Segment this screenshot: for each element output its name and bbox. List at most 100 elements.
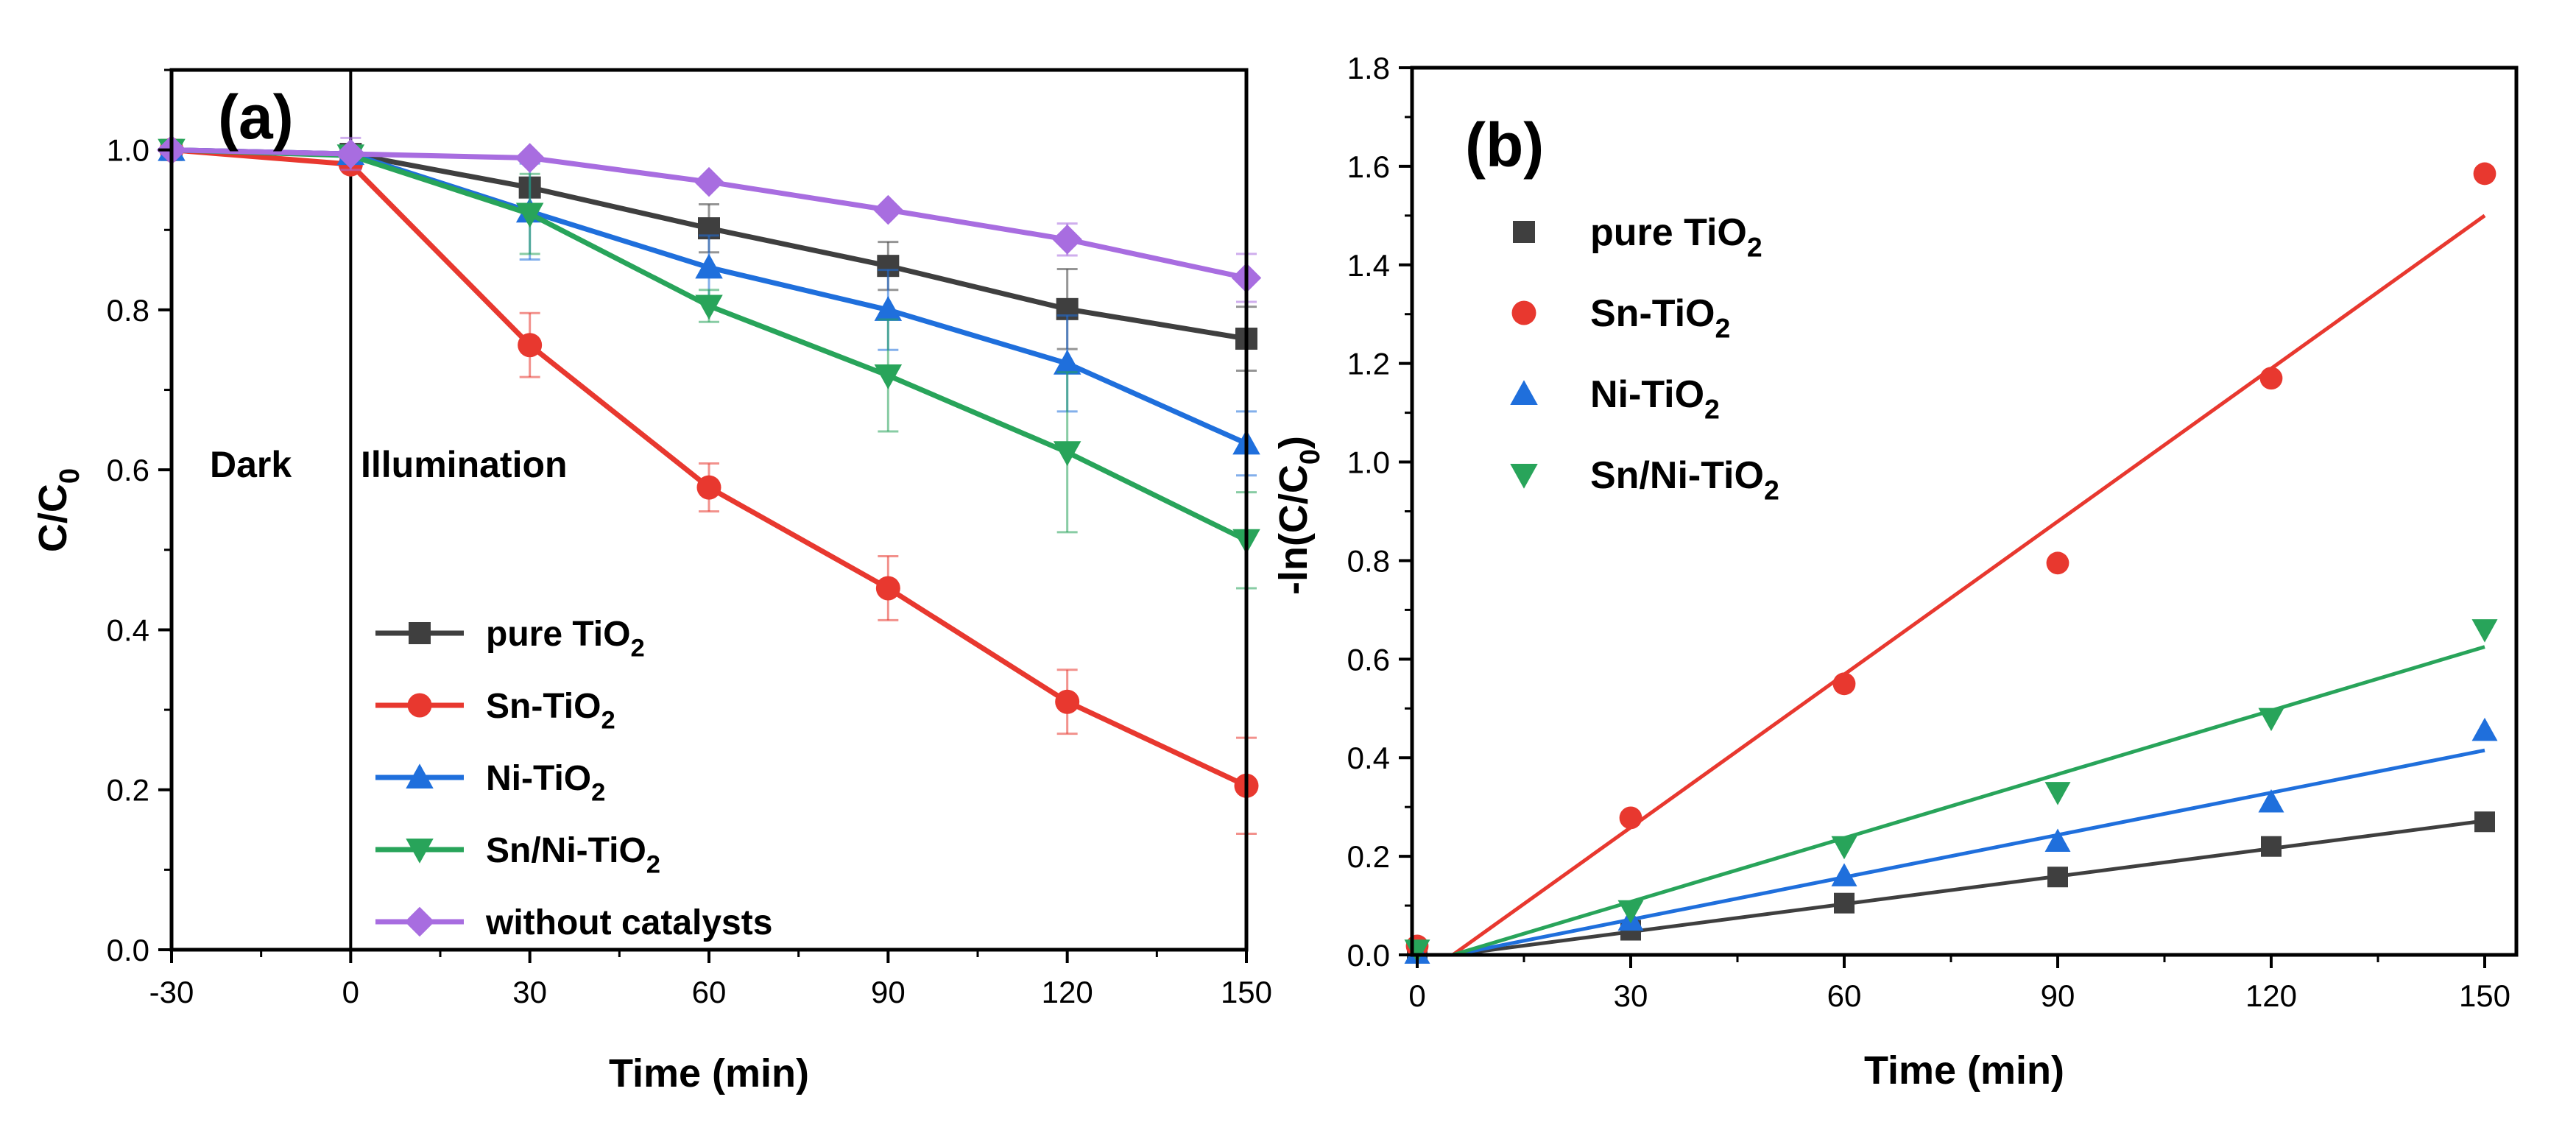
legend-label: Ni-TiO2 [486,759,605,806]
legend-label-main: pure TiO [1590,211,1747,254]
panel-a-legend: pure TiO2Sn-TiO2Ni-TiO2Sn/Ni-TiO2without… [375,615,772,942]
panel-b-y-tick-label: 0.6 [1347,642,1390,677]
panel-b-y-tick-label: 1.8 [1347,51,1390,85]
legend-marker [1510,380,1538,405]
data-point [695,253,723,279]
legend-marker [404,906,435,937]
legend-label-sub: 2 [1715,313,1730,344]
panel-a-x-tick-label: 150 [1221,975,1272,1009]
legend-label: Ni-TiO2 [1590,373,1720,425]
panel-b-series-2 [1404,717,2498,964]
legend-marker [406,763,434,788]
legend-marker [406,839,434,864]
data-point [1617,900,1644,924]
data-point [1619,806,1642,830]
panel-b-y-axis-title: -ln(C/C0) [1271,436,1326,595]
data-point [1055,689,1080,714]
data-point [696,475,721,500]
legend-label-sub: 2 [1764,475,1779,506]
data-point [2471,717,2498,741]
panel-b-y-tick-label: 1.4 [1347,248,1390,283]
legend-label-sub: 2 [646,850,660,878]
panel-a-chart: -30 0 30 60 90 120 150 0.00.20.40.60.81.0 (a) … [31,68,1272,1095]
panel-b-y-tick-label: 1.0 [1347,445,1390,480]
legend-label-main: Ni-TiO [1590,373,1704,416]
data-point [694,166,724,197]
data-point [2046,551,2069,575]
data-point [2044,828,2071,853]
data-point [695,294,723,320]
legend-entry: pure TiO2 [375,615,645,662]
legend-entry: Sn/Ni-TiO2 [375,831,660,878]
panel-a-x-axis-title: Time (min) [609,1051,809,1095]
legend-label-main: Sn/Ni-TiO [1590,454,1764,497]
panel-a-x-tick-label: 90 [871,975,906,1009]
panel-a-x-tick-label: 0 [342,975,359,1009]
panel-b-y-axis-title-text: -ln(C/C0) [1271,436,1326,595]
ylabel-sub: 0 [1295,449,1326,465]
legend-entry: Sn/Ni-TiO2 [1510,454,1779,506]
panel-b-x-tick-label: 150 [2459,978,2510,1013]
legend-label-sub: 2 [630,634,644,662]
panel-a-y-tick-label: 0.0 [107,933,149,967]
data-point [2044,782,2071,805]
data-point [2473,162,2496,186]
panel-a-y-tick-label: 0.8 [107,293,149,328]
data-point [1831,836,1857,860]
legend-marker [1510,464,1538,489]
legend-label-sub: 2 [1704,394,1720,425]
legend-label: pure TiO2 [1590,211,1762,263]
legend-entry: without catalysts [375,903,772,942]
data-point [2047,867,2068,888]
ylabel-main: C/C [31,484,75,552]
data-point [2259,367,2283,390]
panel-a-y-axis: 0.0 0.2 0.4 0.6 0.8 1.0 [107,68,172,967]
legend-label: Sn-TiO2 [1590,292,1730,344]
legend-label-main: Sn-TiO [486,687,601,726]
panel-b-x-tick-label: 120 [2245,978,2297,1013]
legend-label-main: Ni-TiO [486,759,591,798]
legend-label-sub: 2 [1747,232,1762,263]
data-point [2258,708,2284,732]
panel-b-series-group [1404,162,2498,964]
legend-marker [407,693,432,718]
panel-b-y-tick-label: 1.2 [1347,347,1390,381]
panel-a-y-tick-label: 1.0 [107,133,149,168]
legend-entry: pure TiO2 [1513,211,1762,263]
panel-b-y-tick-label: 0.8 [1347,543,1390,578]
legend-marker [1513,221,1535,243]
panel-b-y-tick-label: 0.2 [1347,839,1390,874]
panel-a-x-tick-label: -30 [149,975,194,1009]
panel-b-label: (b) [1465,110,1544,180]
data-point [2261,836,2282,857]
dark-region-label: Dark [210,444,292,485]
data-point [873,194,903,225]
panel-b-y-tick-label: 1.6 [1347,149,1390,184]
legend-label-sub: 2 [591,778,605,806]
data-point [518,333,543,358]
legend-entry: Ni-TiO2 [1510,373,1720,425]
legend-label-sub: 2 [601,706,615,734]
panel-a-x-axis: -30 0 30 60 90 120 150 [149,950,1272,1009]
panel-a-x-tick-label: 60 [692,975,727,1009]
legend-label: Sn-TiO2 [486,687,615,734]
legend-label: Sn/Ni-TiO2 [1590,454,1779,506]
legend-marker [1511,300,1536,325]
data-point [1052,225,1082,255]
panel-b-x-tick-label: 90 [2041,978,2075,1013]
legend-entry: Sn-TiO2 [1511,292,1730,344]
legend-label-main: Sn-TiO [1590,292,1715,335]
data-point [515,143,545,173]
legend-label-main: pure TiO [486,615,630,654]
panel-a-y-tick-label: 0.2 [107,773,149,808]
ylabel-tail: ) [1271,436,1316,449]
legend-label: without catalysts [485,903,772,942]
panel-b-x-tick-label: 60 [1827,978,1862,1013]
data-point [1834,892,1855,914]
panel-b-y-tick-label: 0.0 [1347,938,1390,973]
illumination-region-label: Illumination [361,444,568,485]
fit-line [1451,214,2486,957]
